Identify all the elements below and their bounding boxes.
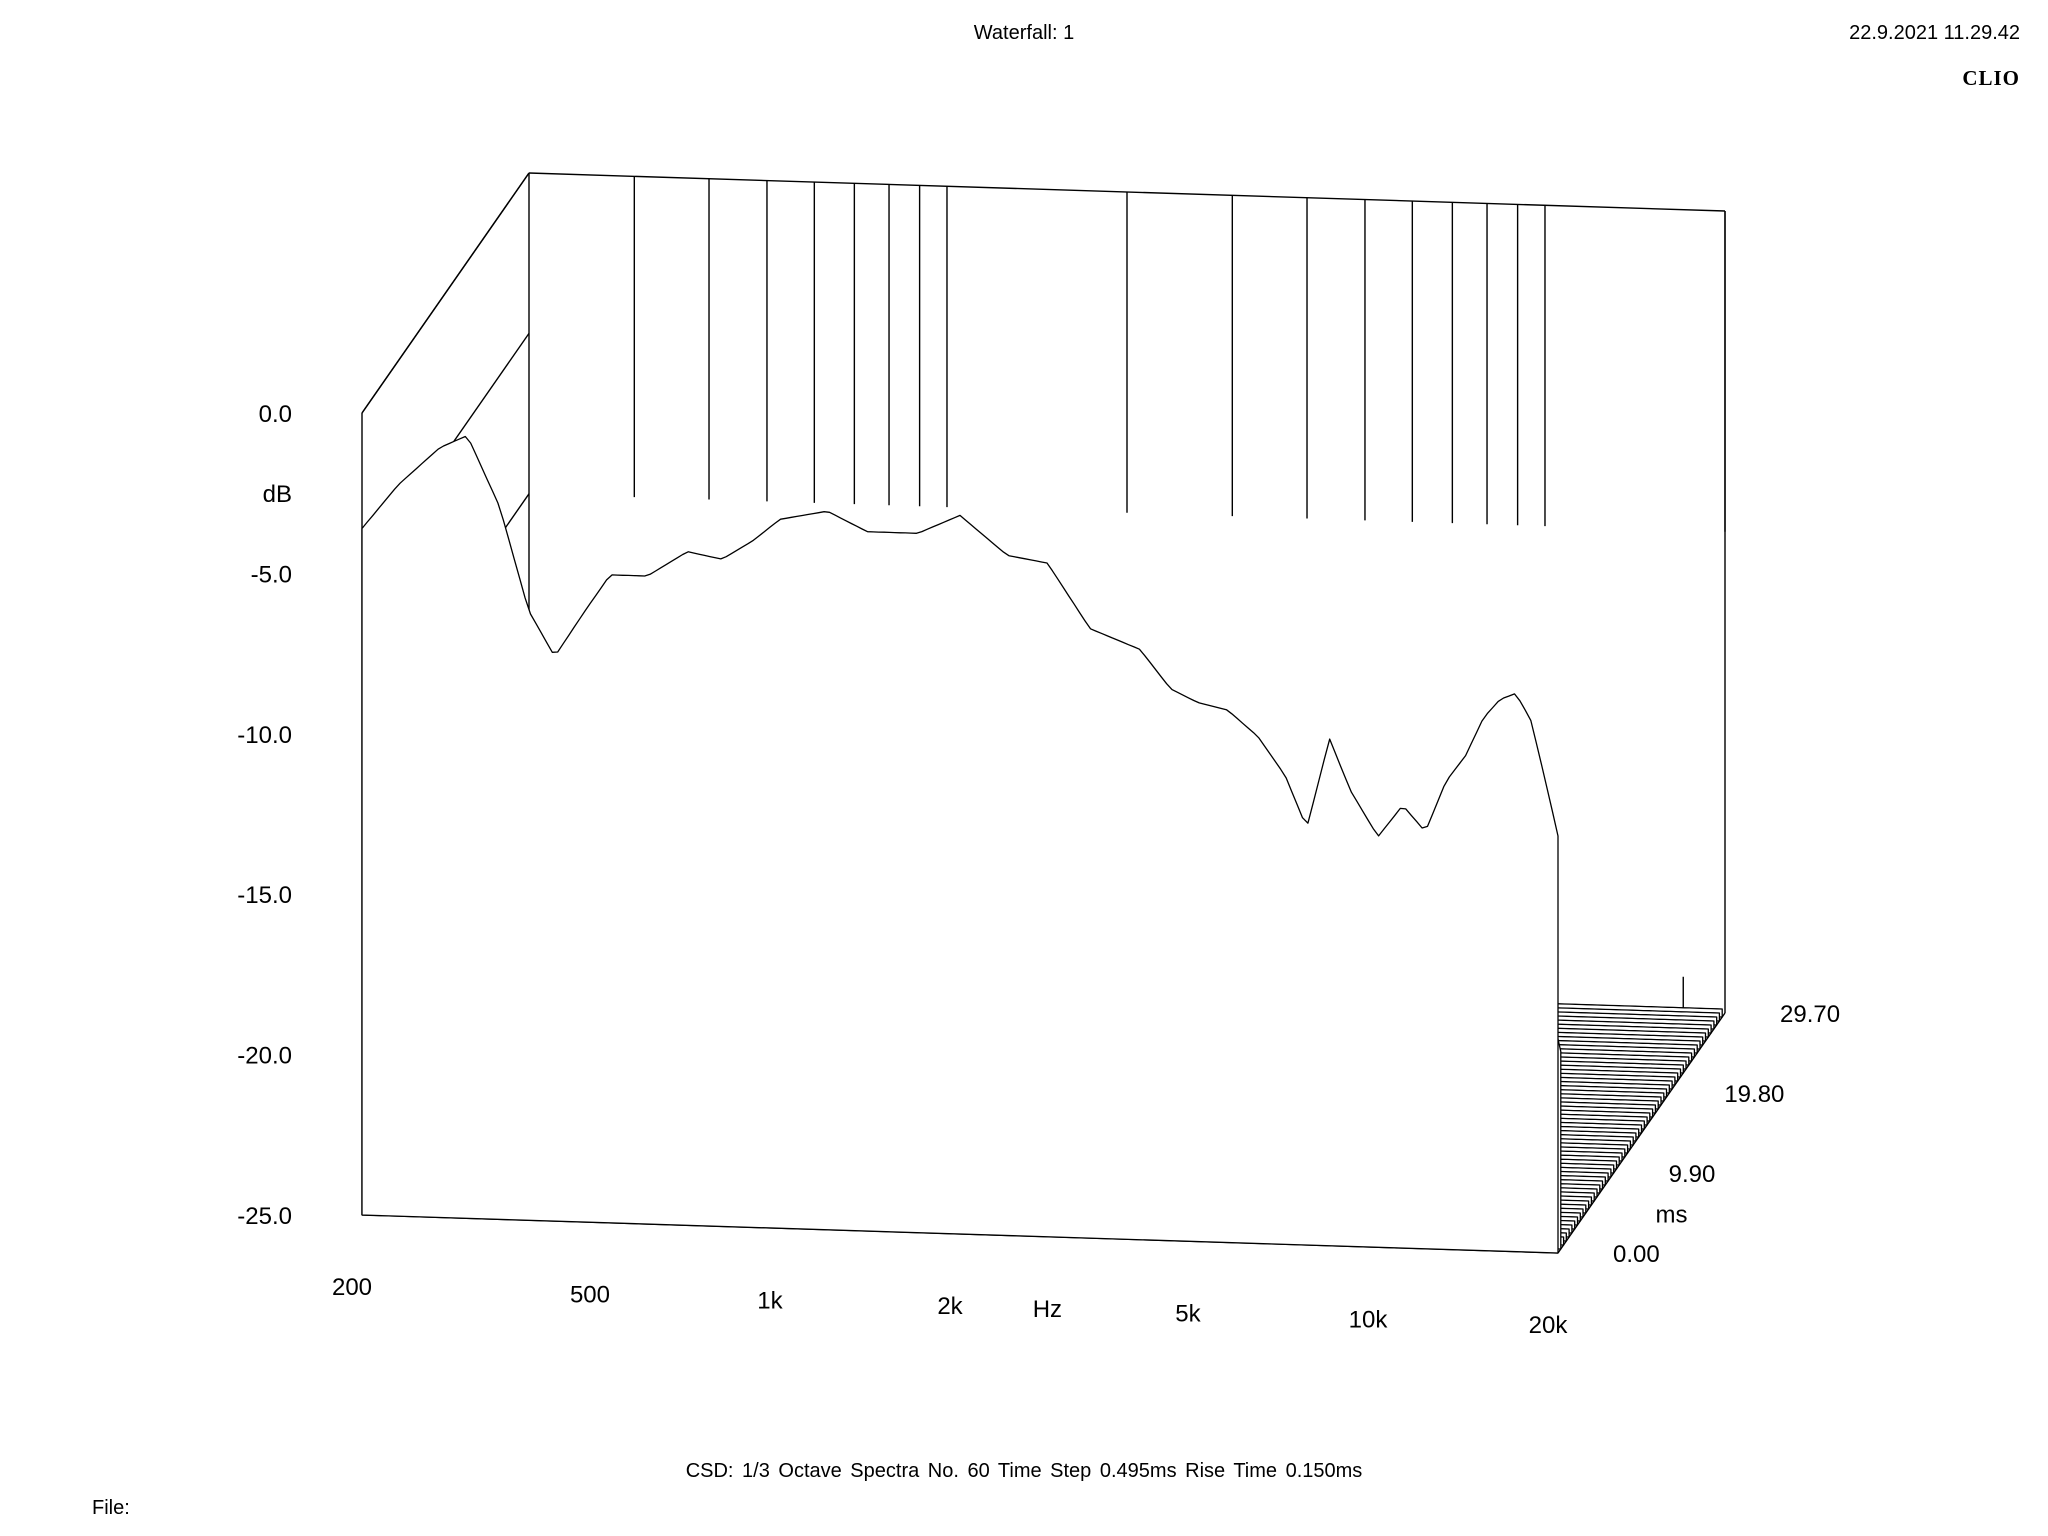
z-tick-label-0: 0.00 xyxy=(1613,1241,1660,1268)
chart-title: Waterfall: 1 xyxy=(973,22,1075,44)
x-tick-label-2: 1k xyxy=(757,1287,783,1314)
y-tick-label-4: -20.0 xyxy=(237,1043,292,1070)
x-tick-label-6: 20k xyxy=(1529,1312,1569,1339)
x-tick-label-0: 200 xyxy=(332,1274,372,1301)
x-tick-label-3: 2k xyxy=(937,1293,963,1320)
brand-logo: CLIO xyxy=(1962,66,2020,90)
file-label: File: xyxy=(92,1497,130,1519)
x-tick-label-4: 5k xyxy=(1175,1301,1201,1328)
measurement-datetime: 22.9.2021 11.29.42 xyxy=(1849,22,2020,44)
y-tick-label-2: -10.0 xyxy=(237,722,292,749)
spectrum-slice-0 xyxy=(361,435,1559,1254)
y-tick-label-5: -25.0 xyxy=(237,1203,292,1230)
y-axis-label: dB xyxy=(263,481,292,508)
db-grid-line-0 xyxy=(361,172,530,414)
analysis-description: CSD: 1/3 Octave Spectra No. 60 Time Step… xyxy=(685,1460,1363,1482)
y-tick-label-0: 0.0 xyxy=(259,401,292,428)
z-tick-label-3: 29.70 xyxy=(1780,1001,1840,1028)
y-tick-label-1: -5.0 xyxy=(251,561,292,588)
x-tick-label-1: 500 xyxy=(570,1282,610,1309)
x-axis-label: Hz xyxy=(1033,1296,1062,1323)
spectra-group xyxy=(361,435,1723,1254)
z-tick-label-1: 9.90 xyxy=(1669,1161,1716,1188)
x-tick-label-5: 10k xyxy=(1349,1306,1389,1333)
z-tick-label-2: 19.80 xyxy=(1724,1081,1784,1108)
z-axis-label: ms xyxy=(1656,1201,1688,1228)
y-tick-label-3: -15.0 xyxy=(237,882,292,909)
axis-labels: 0.0 -5.0 -10.0 -15.0 -20.0 -25.0 dB 200 500 1k 2k 5… xyxy=(237,401,1840,1339)
